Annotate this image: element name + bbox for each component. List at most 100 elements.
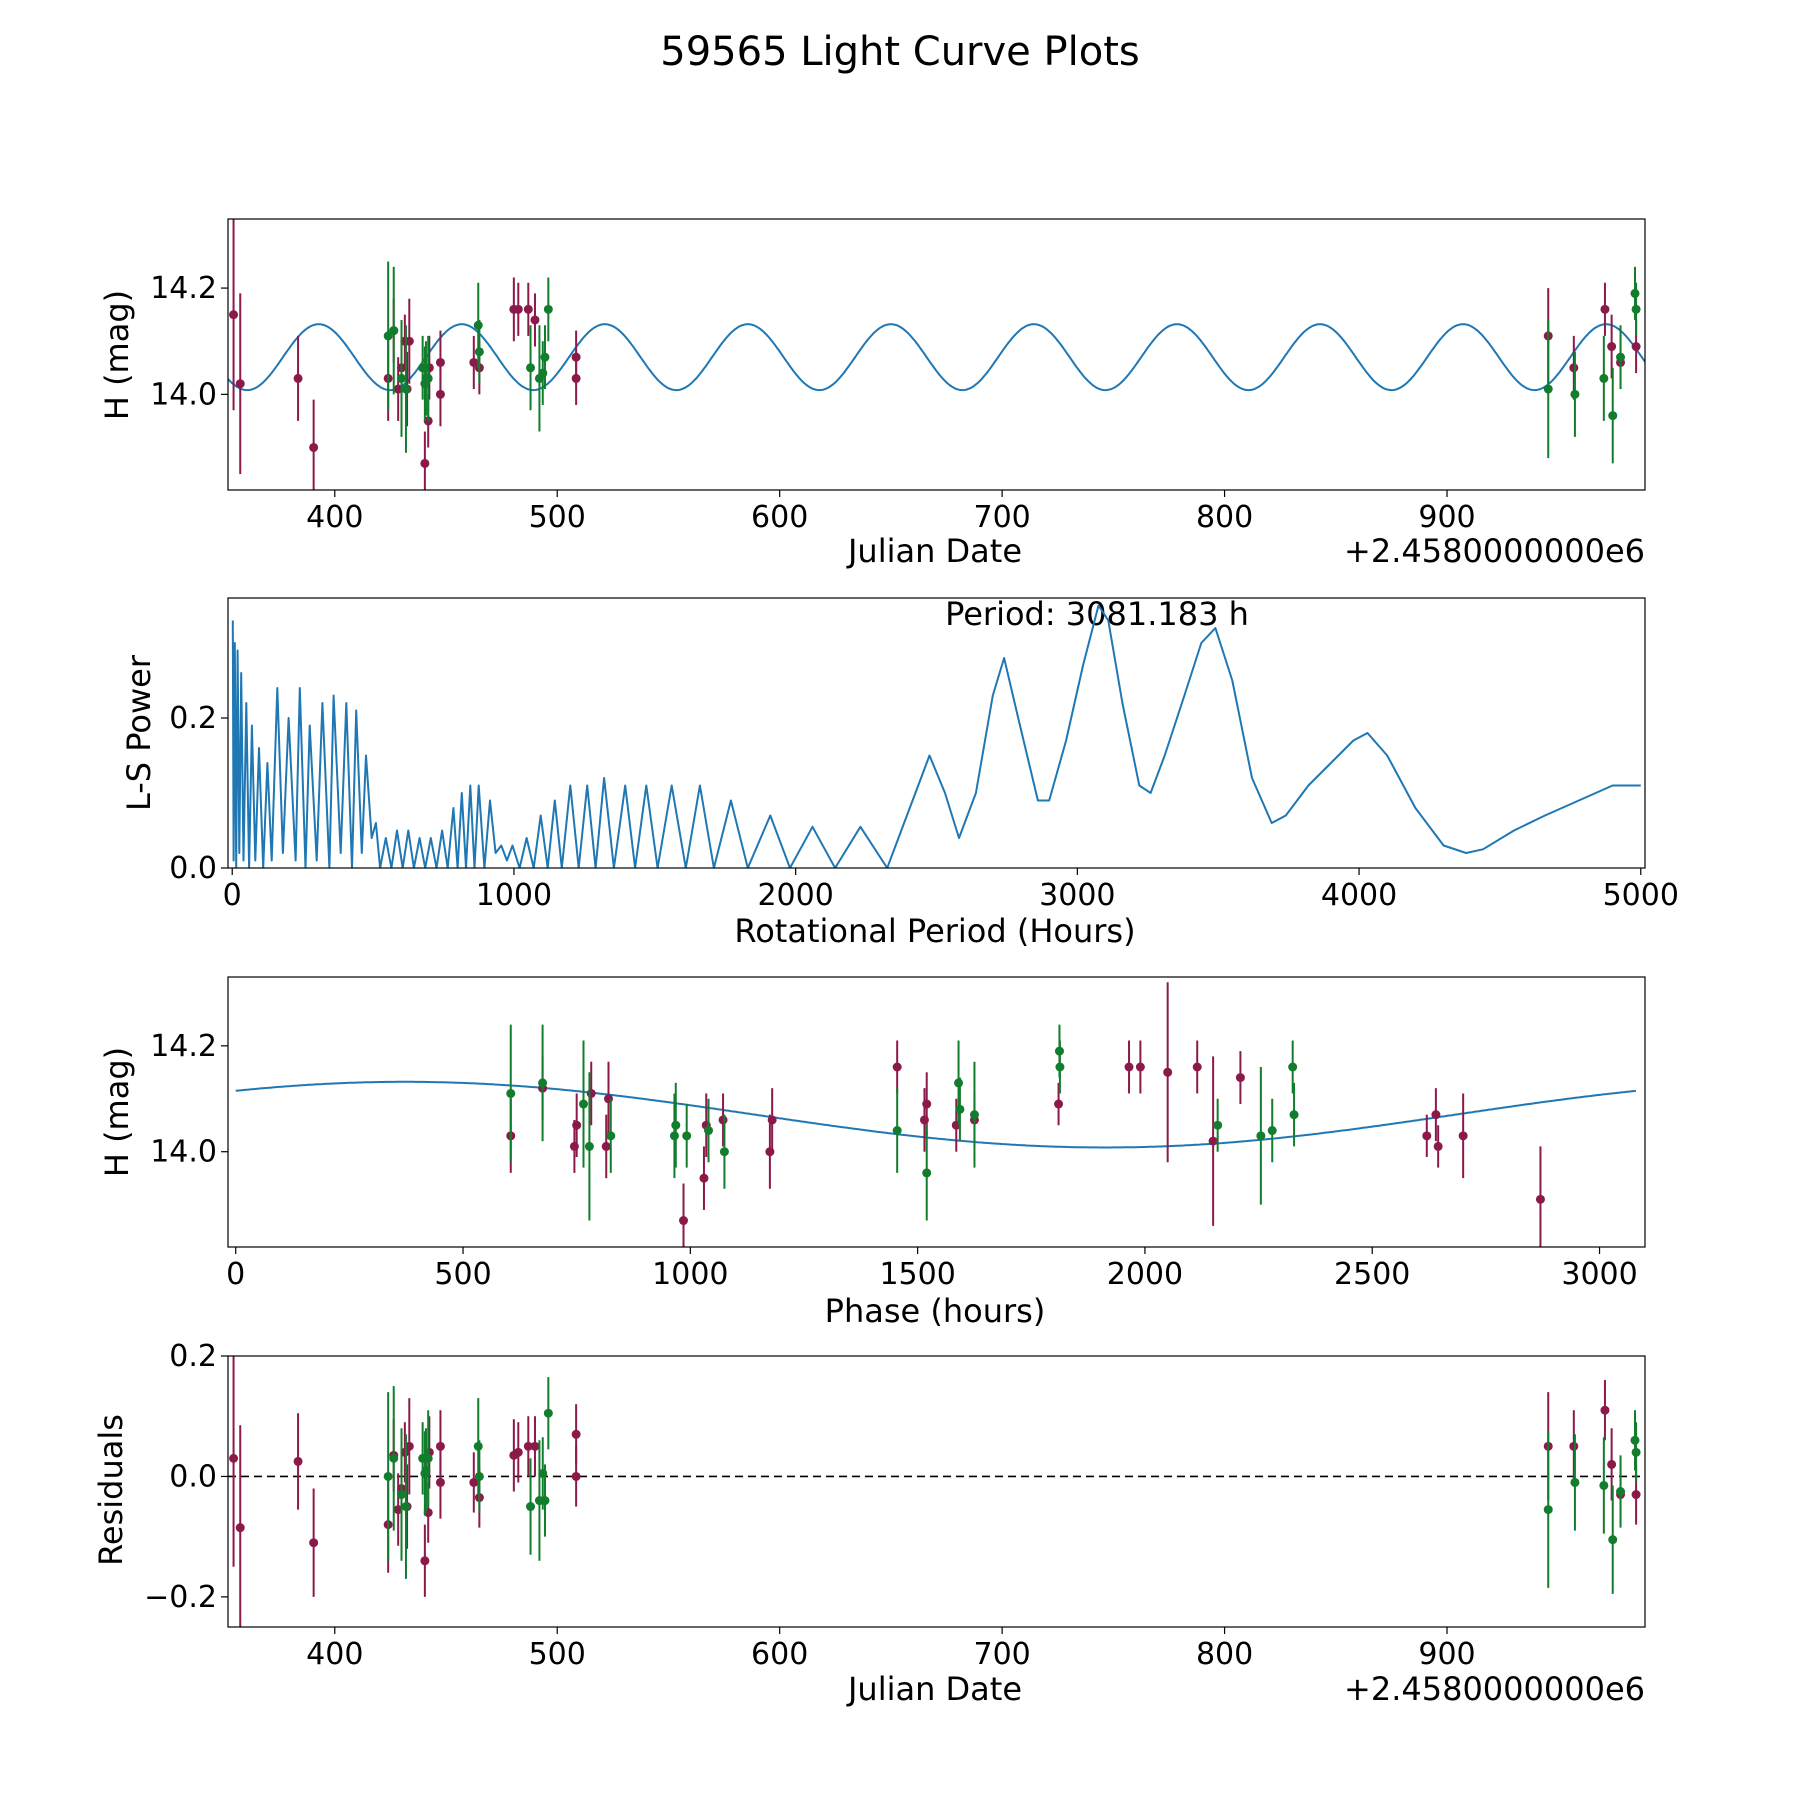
phased-point-g [1055,1062,1065,1072]
residuals-ytick-label: 0.0 [169,1459,217,1494]
phased-point-g [955,1104,965,1114]
lightcurve-ylabel: H (mag) [98,290,136,420]
residuals-point-r [1600,1405,1610,1415]
phased-point-r [892,1062,902,1072]
residuals-point-r [293,1456,303,1466]
phased-xlabel: Phase (hours) [825,1292,1046,1330]
phased-point-g [922,1168,932,1178]
lightcurve-offset-text: +2.4580000000e6 [1344,532,1645,570]
residuals-point-r [571,1429,581,1439]
lightcurve-xtick-label: 600 [751,500,808,535]
phased-point-r [1135,1062,1145,1072]
lightcurve-point-r [404,336,414,346]
phased-point-r [1431,1110,1441,1120]
lightcurve-xtick-label: 800 [1196,500,1253,535]
periodogram-xtick-label: 4000 [1321,878,1397,913]
phased-point-g [682,1131,692,1141]
lightcurve-point-r [293,373,303,383]
phased-panel: Phase (hours) H (mag) 0 500 1000 1500 2000 25… [98,976,1646,1330]
lightcurve-point-r [309,442,319,452]
phased-point-g [506,1088,516,1098]
residuals-point-r [513,1447,523,1457]
phased-point-r [767,1115,777,1125]
phased-point-g [1213,1120,1223,1130]
phased-point-g [1288,1062,1298,1072]
phased-point-r [718,1115,728,1125]
phased-point-r [601,1141,611,1151]
periodogram-axes-frame [227,597,1646,869]
phased-point-r [586,1088,596,1098]
phased-point-r [699,1173,709,1183]
residuals-point-g [1616,1487,1626,1496]
phased-point-g [669,1131,679,1141]
periodogram-xtick-label: 0 [223,878,242,913]
periodogram-xtick-label: 1000 [476,878,552,913]
lightcurve-point-r [523,304,533,314]
periodogram-ytick-label: 0.2 [169,701,217,736]
phased-model-line [235,1080,1636,1149]
residuals-point-g [543,1408,553,1418]
phased-point-r [1422,1131,1432,1141]
lightcurve-model-line [228,323,1645,392]
lightcurve-point-g [474,347,484,357]
phased-xtick-label: 1500 [879,1257,955,1292]
periodogram-xtick-label: 5000 [1603,878,1679,913]
residuals-point-r [235,1523,245,1533]
residuals-point-r [229,1453,239,1463]
residuals-point-g [397,1490,407,1500]
phased-point-r [1124,1062,1134,1072]
residuals-point-r [404,1441,414,1451]
phased-point-g [538,1078,548,1088]
phased-point-g [704,1126,714,1136]
lightcurve-point-g [1630,288,1640,298]
lightcurve-xtick-label: 400 [306,500,363,535]
phased-point-r [572,1120,582,1130]
residuals-point-r [1631,1490,1641,1500]
residuals-point-r [1569,1441,1579,1451]
residuals-xlabel: Julian Date [846,1670,1022,1708]
periodogram-xtick-label: 2000 [757,878,833,913]
residuals-point-r [1607,1459,1617,1469]
lightcurve-point-r [530,315,540,325]
lightcurve-point-g [401,384,411,394]
lightcurve-point-g [1543,384,1553,394]
residuals-point-r [309,1538,319,1548]
residuals-point-r [393,1505,403,1515]
lightcurve-points [229,219,1641,490]
residuals-axes-frame [227,1355,1646,1628]
lightcurve-xtick-label: 900 [1418,500,1475,535]
residuals-point-r [523,1441,533,1451]
lightcurve-point-r [435,357,445,367]
lightcurve-point-r [571,352,581,362]
phased-point-g [892,1126,902,1136]
residuals-ylabel: Residuals [92,1414,130,1566]
phased-point-r [1433,1141,1443,1151]
periodogram-xtick-label: 3000 [1039,878,1115,913]
phased-point-g [584,1141,594,1151]
phased-point-r [922,1099,932,1109]
phased-xtick-label: 0 [226,1257,245,1292]
lightcurve-point-g [389,326,399,336]
phased-ytick-label: 14.0 [150,1135,217,1170]
residuals-point-r [469,1477,479,1487]
lightcurve-point-g [1631,304,1641,314]
residuals-point-r [435,1441,445,1451]
phased-ytick-label: 14.2 [150,1029,217,1064]
lightcurve-xlabel: Julian Date [846,532,1022,570]
phased-point-r [1458,1131,1468,1141]
phased-point-r [1163,1067,1173,1077]
lightcurve-point-r [393,384,403,394]
lightcurve-point-g [1570,389,1580,399]
residuals-xtick-label: 800 [1196,1637,1253,1672]
lightcurve-point-r [469,357,479,367]
lightcurve-point-r [1631,342,1641,352]
phased-point-r [1192,1062,1202,1072]
lightcurve-point-r [1600,304,1610,314]
lightcurve-point-r [424,363,434,373]
lightcurve-axes-frame [227,218,1646,491]
lightcurve-point-r [1607,342,1617,352]
phased-xtick-label: 500 [434,1257,491,1292]
residuals-point-g [389,1453,399,1463]
phased-point-r [1054,1099,1064,1109]
